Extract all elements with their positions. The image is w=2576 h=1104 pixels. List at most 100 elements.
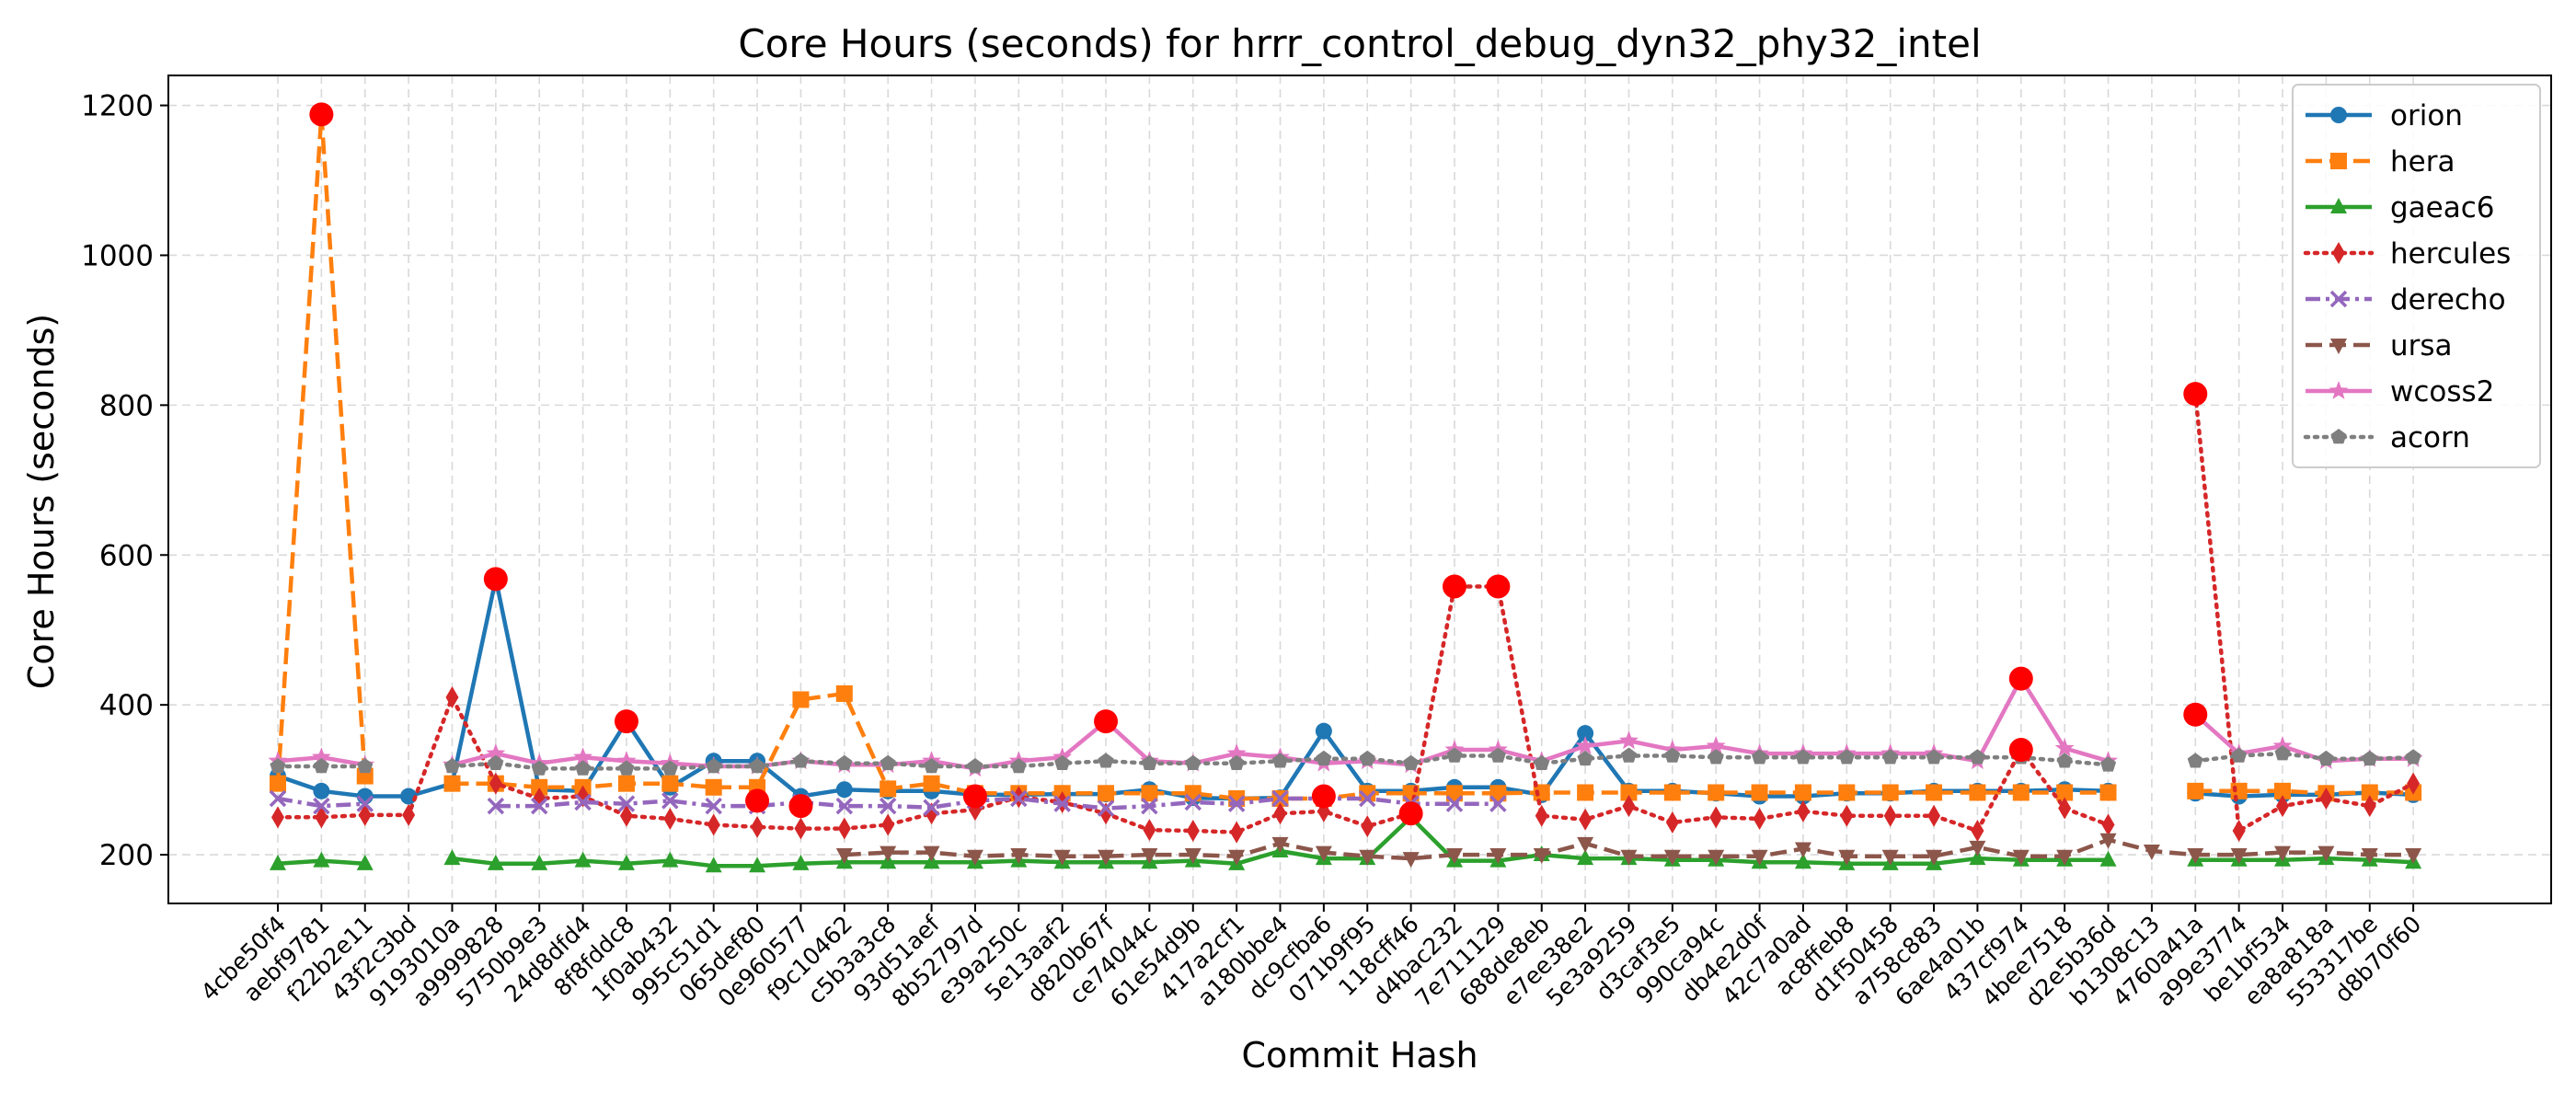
data-point-hercules: [619, 804, 633, 827]
data-point-wcoss2: [486, 743, 506, 762]
legend-entry-hera: hera: [2306, 145, 2455, 178]
data-point-acorn: [443, 758, 460, 774]
data-point-derecho: [661, 792, 679, 810]
data-point-acorn: [1882, 749, 1899, 765]
data-point-hercules: [1665, 811, 1679, 834]
highlight-point: [1311, 784, 1336, 809]
data-point-wcoss2: [573, 747, 593, 766]
legend: orion hera gaeac6 hercules derecho ursa wcoss2…: [2292, 84, 2541, 468]
data-point-ursa: [1098, 849, 1115, 866]
data-point-acorn: [661, 760, 678, 776]
highlight-point: [962, 784, 987, 809]
legend-label: orion: [2390, 99, 2463, 132]
data-point-hercules: [881, 813, 895, 836]
data-point-hercules: [707, 813, 720, 836]
highlight-point: [745, 788, 770, 813]
highlight-point: [614, 709, 638, 734]
highlight-point: [2183, 382, 2208, 407]
data-point-acorn: [792, 753, 809, 768]
data-point-acorn: [1185, 754, 1202, 770]
data-point-acorn: [706, 758, 722, 774]
highlight-point: [1486, 574, 1511, 599]
data-point-ursa: [2230, 848, 2248, 865]
highlight-point: [483, 567, 508, 592]
legend-label: wcoss2: [2390, 375, 2494, 408]
data-point-hercules: [358, 803, 372, 826]
data-point-acorn: [1708, 749, 1724, 765]
data-point-acorn: [1664, 747, 1681, 763]
data-point-ursa: [923, 845, 940, 862]
data-point-acorn: [1403, 754, 1420, 770]
data-point-hera: [2187, 782, 2204, 799]
data-point-wcoss2: [616, 751, 637, 770]
data-point-acorn: [836, 754, 853, 770]
data-point-hera: [2274, 782, 2292, 799]
data-point-hera: [880, 780, 897, 798]
data-point-acorn: [2362, 750, 2378, 766]
data-point-acorn: [270, 758, 286, 774]
data-point-acorn: [880, 754, 896, 770]
data-point-derecho: [1141, 797, 1158, 815]
data-point-hera: [270, 775, 286, 792]
data-point-ursa: [1881, 849, 1899, 866]
data-point-hercules: [1622, 795, 1636, 818]
data-point-hercules: [1361, 815, 1374, 838]
data-point-hera: [2361, 784, 2378, 801]
data-point-orion: [1577, 725, 1594, 742]
data-point-ursa: [2056, 849, 2074, 866]
data-point-acorn: [1838, 749, 1855, 765]
data-point-acorn: [2187, 753, 2203, 768]
data-point-ursa: [1489, 848, 1507, 865]
data-point-hercules: [1186, 819, 1200, 842]
data-point-hercules: [2101, 813, 2115, 836]
data-point-ursa: [2274, 845, 2292, 862]
data-point-hercules: [1273, 802, 1287, 825]
data-point-ursa: [1359, 849, 1376, 866]
data-point-wcoss2: [2272, 736, 2293, 754]
data-point-derecho: [313, 797, 330, 815]
data-point-wcoss2: [1619, 730, 1639, 750]
data-point-acorn: [1141, 754, 1157, 770]
data-point-hera: [661, 775, 679, 792]
legend-label: acorn: [2390, 421, 2470, 454]
data-point-ursa: [1751, 849, 1768, 866]
legend-marker: [2329, 290, 2348, 308]
data-point-ursa: [1663, 849, 1681, 866]
legend-label: gaeac6: [2390, 191, 2495, 224]
series-layer: [268, 106, 2423, 873]
data-point-acorn: [575, 760, 592, 776]
data-point-ursa: [1969, 840, 1986, 857]
data-point-hera: [2056, 784, 2074, 801]
data-point-hercules: [2319, 787, 2333, 810]
y-axis-title: Core Hours (seconds): [21, 314, 62, 689]
data-point-hera: [617, 775, 635, 792]
data-point-gaeac6: [1969, 849, 1986, 866]
data-point-derecho: [269, 789, 287, 808]
data-point-acorn: [749, 758, 765, 774]
data-point-hera: [1098, 785, 1115, 802]
data-point-ursa: [2317, 845, 2335, 862]
data-point-hera: [923, 775, 940, 792]
data-point-ursa: [2405, 848, 2422, 865]
highlight-point: [1398, 801, 1423, 826]
data-point-gaeac6: [270, 854, 286, 870]
plot-frame: [167, 75, 2552, 904]
y-tick-label: 1000: [81, 239, 154, 272]
data-point-gaeac6: [792, 854, 810, 870]
highlight-point: [2183, 702, 2208, 727]
data-point-hercules: [402, 803, 416, 826]
data-point-hera: [1969, 784, 1986, 801]
data-point-hercules: [1143, 819, 1156, 842]
data-point-hercules: [1535, 804, 1548, 827]
legend-marker: [2330, 107, 2347, 123]
legend-marker: [2332, 242, 2345, 264]
data-point-hercules: [2363, 795, 2376, 818]
data-point-hercules: [794, 817, 808, 840]
legend-label: ursa: [2390, 329, 2453, 362]
data-point-gaeac6: [2099, 850, 2117, 867]
data-point-ursa: [1708, 849, 1725, 866]
data-point-derecho: [1489, 795, 1507, 812]
series-line-derecho: [277, 796, 365, 809]
data-point-gaeac6: [1794, 853, 1811, 869]
y-tick-label: 200: [99, 839, 154, 872]
